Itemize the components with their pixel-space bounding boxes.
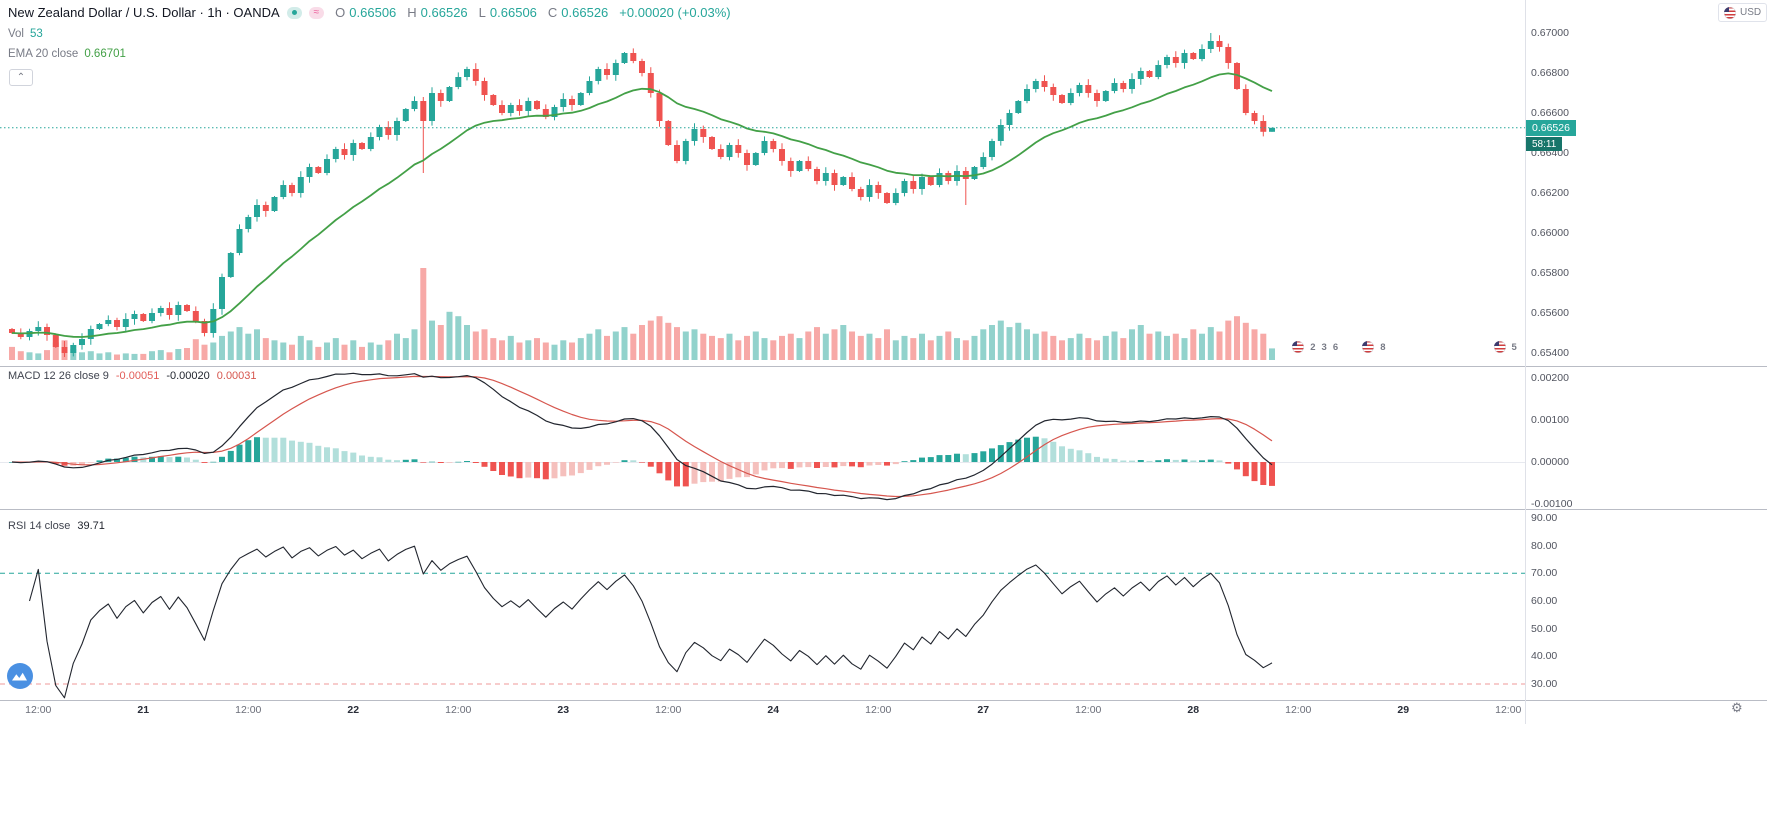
macd-axis-label: 0.00000 xyxy=(1531,456,1569,468)
rsi-legend: RSI 14 close 39.71 xyxy=(8,520,105,532)
macd-hist-value: -0.00051 xyxy=(115,370,160,382)
macd-label[interactable]: MACD 12 26 close 9 xyxy=(8,370,109,382)
time-axis-label: 27 xyxy=(977,704,990,716)
price-axis-label: 0.67000 xyxy=(1531,27,1569,39)
us-flag-icon xyxy=(1362,341,1375,353)
time-axis-label: 24 xyxy=(767,704,780,716)
time-axis-border xyxy=(0,700,1767,701)
us-flag-icon xyxy=(1493,341,1506,353)
market-status-icon[interactable] xyxy=(286,6,302,19)
pane-collapse-button[interactable]: ⌃ xyxy=(9,69,33,86)
main-legend: New Zealand Dollar / U.S. Dollar · 1h · … xyxy=(8,5,731,20)
event-count: 8 xyxy=(1380,341,1386,353)
rsi-axis-label: 70.00 xyxy=(1531,567,1558,580)
time-axis-label: 12:00 xyxy=(445,704,472,716)
event-count: 5 xyxy=(1511,341,1517,353)
time-axis-label: 28 xyxy=(1187,704,1200,716)
high-label: H xyxy=(407,5,417,20)
ema-label[interactable]: EMA 20 close xyxy=(8,48,79,60)
price-pane[interactable] xyxy=(0,33,1525,360)
rsi-pane[interactable] xyxy=(0,545,1525,699)
price-axis-label: 0.65800 xyxy=(1531,267,1569,279)
tradingview-logo-icon[interactable] xyxy=(7,663,33,694)
bar-countdown-badge: 58:11 xyxy=(1526,137,1563,151)
scale-currency-button[interactable]: USD xyxy=(1718,3,1767,22)
high-value: 0.66526 xyxy=(420,5,468,20)
macd-signal-value: 0.00031 xyxy=(216,370,257,382)
price-axis-label: 0.66600 xyxy=(1531,107,1569,119)
time-axis-label: 21 xyxy=(137,704,150,716)
macd-line-value: -0.00020 xyxy=(166,370,210,382)
time-axis-label: 12:00 xyxy=(235,704,262,716)
time-axis-label: 12:00 xyxy=(25,704,52,716)
price-axis-label: 0.65400 xyxy=(1531,347,1569,359)
event-count: 2 xyxy=(1310,341,1316,353)
time-axis-label: 12:00 xyxy=(1285,704,1312,716)
pane-separator[interactable] xyxy=(0,366,1767,367)
us-flag-icon xyxy=(1292,341,1305,353)
change-value: +0.00020 (+0.03%) xyxy=(619,5,731,20)
price-axis-label: 0.65600 xyxy=(1531,307,1569,319)
rsi-axis-label: 40.00 xyxy=(1531,650,1558,663)
rsi-axis-label: 80.00 xyxy=(1531,539,1558,552)
time-axis-label: 29 xyxy=(1397,704,1410,716)
economic-event-marker[interactable]: 8 xyxy=(1362,341,1386,353)
volume-legend: Vol 53 xyxy=(8,28,43,40)
volume-label: Vol xyxy=(8,28,24,40)
price-axis-label: 0.66800 xyxy=(1531,67,1569,79)
open-label: O xyxy=(335,5,346,20)
pane-separator[interactable] xyxy=(0,509,1767,510)
symbol-title[interactable]: New Zealand Dollar / U.S. Dollar · 1h · … xyxy=(8,5,280,20)
low-value: 0.66506 xyxy=(489,5,537,20)
time-axis-label: 12:00 xyxy=(655,704,682,716)
rsi-label[interactable]: RSI 14 close xyxy=(8,520,71,532)
rsi-axis-label: 90.00 xyxy=(1531,512,1558,524)
rsi-axis-label: 30.00 xyxy=(1531,678,1558,690)
volume-value: 53 xyxy=(30,28,43,40)
rsi-axis-label: 50.00 xyxy=(1531,622,1558,635)
open-value: 0.66506 xyxy=(349,5,397,20)
event-count: 3 xyxy=(1321,341,1327,353)
last-price-badge: 0.66526 xyxy=(1526,120,1576,136)
close-value: 0.66526 xyxy=(561,5,609,20)
rsi-axis-label: 60.00 xyxy=(1531,595,1558,607)
macd-axis-label: -0.00100 xyxy=(1531,498,1573,510)
us-flag-icon xyxy=(1724,6,1736,19)
time-axis-label: 23 xyxy=(557,704,570,716)
economic-event-marker[interactable]: 5 xyxy=(1493,341,1517,353)
macd-pane[interactable] xyxy=(0,372,1525,501)
time-axis-label: 12:00 xyxy=(865,704,892,716)
low-label: L xyxy=(478,5,486,20)
close-label: C xyxy=(547,5,558,20)
currency-label: USD xyxy=(1740,7,1762,18)
event-count: 6 xyxy=(1332,341,1339,353)
delayed-data-icon[interactable]: ≈ xyxy=(308,6,325,19)
price-axis-label: 0.66000 xyxy=(1531,227,1569,239)
price-scale-border xyxy=(1525,0,1526,724)
status-dot-icon xyxy=(291,10,297,15)
time-axis-label: 12:00 xyxy=(1075,704,1102,716)
rsi-value: 39.71 xyxy=(77,520,105,532)
ema-value: 0.66701 xyxy=(84,48,126,60)
time-axis-label: 12:00 xyxy=(1495,704,1522,716)
macd-axis-label: 0.00200 xyxy=(1531,372,1569,384)
macd-axis-label: 0.00100 xyxy=(1531,414,1569,426)
chart-canvas[interactable] xyxy=(0,0,1767,724)
ema-legend: EMA 20 close 0.66701 xyxy=(8,48,126,60)
time-axis-label: 22 xyxy=(347,704,360,716)
price-axis-label: 0.66200 xyxy=(1531,187,1569,199)
macd-legend: MACD 12 26 close 9 -0.00051 -0.00020 0.0… xyxy=(8,370,257,382)
settings-gear-icon[interactable]: ⚙ xyxy=(1731,700,1743,715)
